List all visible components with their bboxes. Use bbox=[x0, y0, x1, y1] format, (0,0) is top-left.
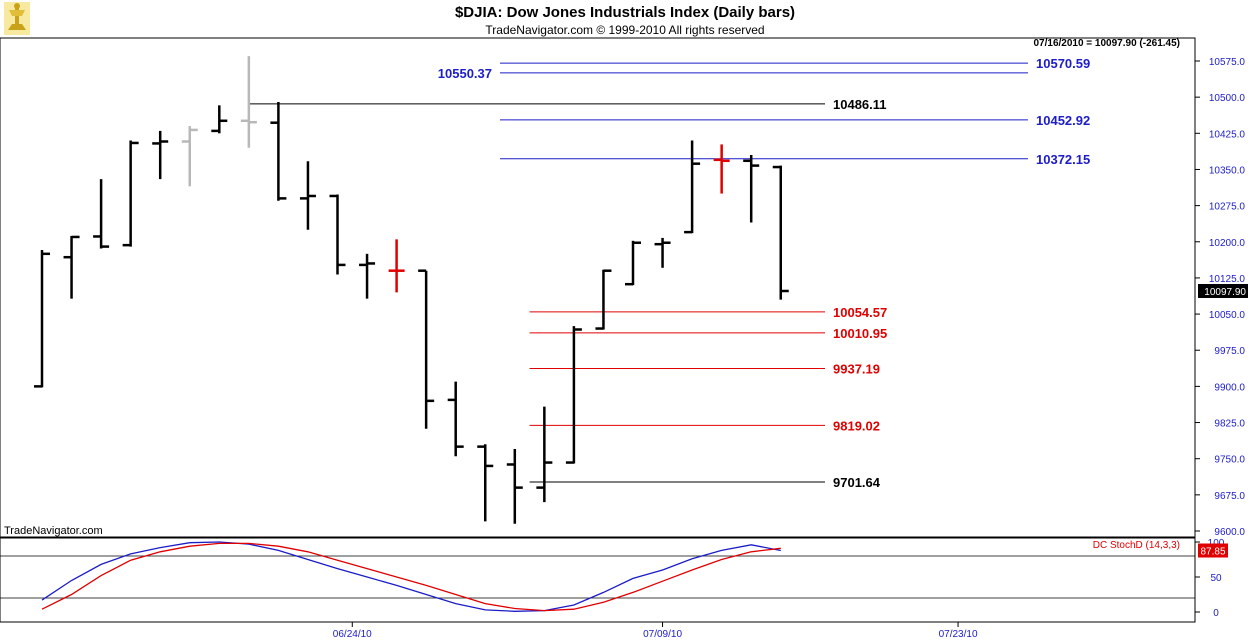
ohlc-bar bbox=[565, 326, 582, 464]
level-label: 10550.37 bbox=[438, 66, 492, 81]
price-axis-label: 9675.0 bbox=[1214, 491, 1245, 502]
level-label: 9701.64 bbox=[833, 475, 881, 490]
price-axis-label: 10350.0 bbox=[1209, 165, 1246, 176]
price-bars bbox=[34, 56, 789, 524]
stoch-axis-label: 100 bbox=[1208, 538, 1225, 549]
ohlc-bar bbox=[536, 406, 553, 503]
last-price-info: 07/16/2010 = 10097.90 (-261.45) bbox=[1033, 38, 1180, 49]
ohlc-bar bbox=[743, 155, 760, 223]
ohlc-bar bbox=[34, 249, 50, 388]
price-axis-label: 10575.0 bbox=[1209, 57, 1246, 68]
ohlc-bar bbox=[122, 140, 139, 247]
level-label: 9819.02 bbox=[833, 418, 880, 433]
ohlc-bar bbox=[477, 444, 494, 522]
level-label: 10486.11 bbox=[833, 97, 887, 112]
level-label: 10010.95 bbox=[833, 326, 887, 341]
price-axis-label: 9600.0 bbox=[1214, 527, 1245, 538]
price-axis: 10575.0 10500.0 10425.0 10350.0 10275.0 10200… bbox=[1195, 57, 1248, 538]
level-label: 9937.19 bbox=[833, 361, 880, 376]
level-label: 10452.92 bbox=[1036, 113, 1090, 128]
date-axis-label: 07/09/10 bbox=[643, 629, 682, 640]
price-axis-label: 10275.0 bbox=[1209, 202, 1246, 213]
ohlc-bar bbox=[595, 269, 612, 330]
price-axis-label: 10200.0 bbox=[1209, 238, 1246, 249]
stoch-axis-label: 0 bbox=[1213, 608, 1219, 619]
stoch-series-line bbox=[41, 542, 781, 612]
date-axis-label: 06/24/10 bbox=[333, 629, 372, 640]
price-axis-label: 10125.0 bbox=[1209, 274, 1246, 285]
level-lines: 10570.59 10550.37 10486.11 10452.92 10372.15… bbox=[248, 56, 1090, 490]
ohlc-bar bbox=[684, 140, 701, 234]
stoch-panel-frame bbox=[0, 537, 1196, 623]
ohlc-bar bbox=[359, 253, 376, 299]
date-axis: 06/24/10 07/09/10 07/23/10 bbox=[333, 622, 978, 640]
ohlc-bar bbox=[654, 237, 671, 268]
ohlc-bar bbox=[181, 126, 198, 187]
price-axis-label: 10050.0 bbox=[1209, 310, 1246, 321]
ohlc-bar bbox=[772, 165, 789, 300]
price-panel-frame bbox=[0, 37, 1196, 538]
tradenavigator-logo-icon bbox=[4, 2, 30, 35]
chart-title: $DJIA: Dow Jones Industrials Index (Dail… bbox=[455, 4, 795, 21]
price-axis-label: 10425.0 bbox=[1209, 129, 1246, 140]
stoch-last-badge-label: 87.85 bbox=[1200, 547, 1225, 558]
ohlc-bar bbox=[299, 161, 316, 230]
ohlc-bar bbox=[447, 381, 464, 457]
chart-subtitle: TradeNavigator.com © 1999-2010 All right… bbox=[485, 23, 764, 37]
stochastic-panel: DC StochD (14,3,3) 100 50 0 87.85 bbox=[0, 538, 1228, 619]
ohlc-bar bbox=[713, 144, 730, 194]
price-axis-label: 9750.0 bbox=[1214, 455, 1245, 466]
ohlc-bar bbox=[506, 449, 523, 524]
stoch-series-line bbox=[41, 541, 781, 612]
ohlc-bar bbox=[93, 179, 110, 249]
ohlc-bar bbox=[63, 235, 80, 299]
stoch-legend: DC StochD (14,3,3) bbox=[1093, 540, 1180, 551]
ohlc-bar bbox=[329, 194, 346, 275]
stoch-last-badge bbox=[1198, 543, 1228, 558]
level-label: 10054.57 bbox=[833, 305, 887, 320]
stoch-axis-label: 50 bbox=[1210, 573, 1222, 584]
ohlc-bar bbox=[211, 105, 228, 134]
level-label: 10372.15 bbox=[1036, 152, 1090, 167]
ohlc-bar bbox=[388, 239, 405, 293]
price-axis-label: 9975.0 bbox=[1214, 346, 1245, 357]
last-price-badge-label: 10097.90 bbox=[1204, 287, 1246, 298]
price-axis-label: 9900.0 bbox=[1214, 382, 1245, 393]
ohlc-bar bbox=[625, 240, 641, 286]
price-axis-label: 10500.0 bbox=[1209, 93, 1246, 104]
date-axis-label: 07/23/10 bbox=[939, 629, 978, 640]
watermark-label: TradeNavigator.com bbox=[4, 525, 103, 537]
ohlc-bar bbox=[240, 56, 257, 148]
ohlc-bar bbox=[270, 101, 287, 201]
level-label: 10570.59 bbox=[1036, 56, 1090, 71]
ohlc-bar bbox=[152, 130, 169, 180]
price-axis-label: 9825.0 bbox=[1214, 419, 1245, 430]
ohlc-bar bbox=[418, 269, 435, 429]
last-price-badge bbox=[1198, 283, 1248, 298]
